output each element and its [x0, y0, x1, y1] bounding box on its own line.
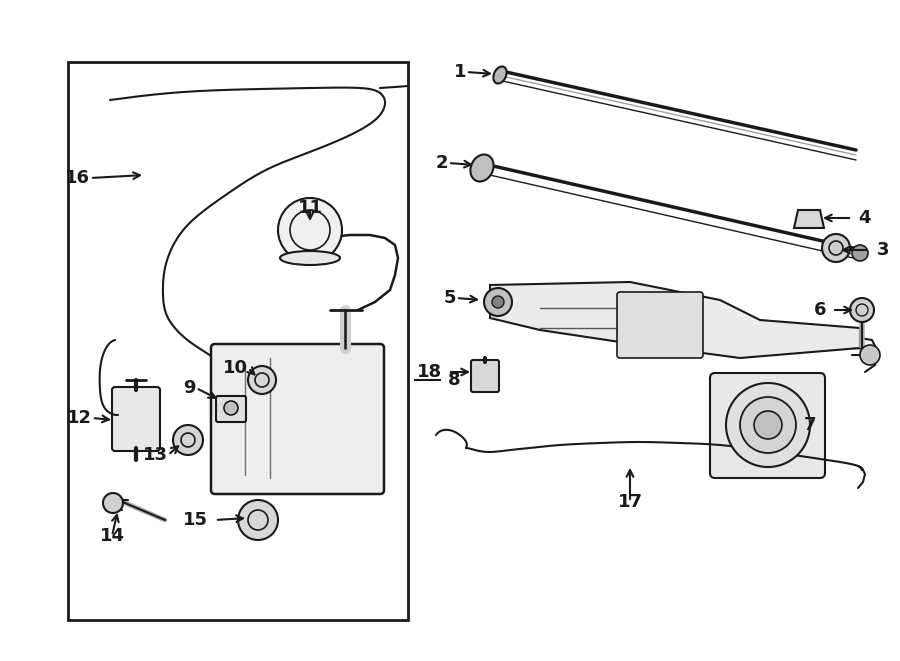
Circle shape	[224, 401, 238, 415]
Circle shape	[754, 411, 782, 439]
FancyBboxPatch shape	[471, 360, 499, 392]
Text: 10: 10	[223, 359, 248, 377]
FancyBboxPatch shape	[112, 387, 160, 451]
FancyBboxPatch shape	[211, 344, 384, 494]
Ellipse shape	[471, 155, 493, 182]
Text: 17: 17	[617, 493, 643, 511]
Text: 4: 4	[858, 209, 870, 227]
Circle shape	[822, 234, 850, 262]
Text: 7: 7	[804, 416, 816, 434]
Text: 9: 9	[184, 379, 196, 397]
FancyBboxPatch shape	[216, 396, 246, 422]
FancyBboxPatch shape	[710, 373, 825, 478]
Text: 6: 6	[814, 301, 826, 319]
Circle shape	[278, 198, 342, 262]
FancyBboxPatch shape	[617, 292, 703, 358]
Bar	[68, 62, 408, 620]
Circle shape	[173, 425, 203, 455]
Text: 18: 18	[417, 363, 442, 381]
Text: 1: 1	[454, 63, 466, 81]
Text: 16: 16	[65, 169, 90, 187]
Text: 8: 8	[448, 371, 461, 389]
Polygon shape	[490, 282, 860, 358]
Circle shape	[238, 500, 278, 540]
Circle shape	[852, 245, 868, 261]
Polygon shape	[794, 210, 824, 228]
Text: 14: 14	[100, 527, 124, 545]
Text: 15: 15	[183, 511, 208, 529]
Text: 3: 3	[877, 241, 889, 259]
Text: 12: 12	[67, 409, 92, 427]
Text: 11: 11	[298, 199, 322, 217]
Circle shape	[103, 493, 123, 513]
Circle shape	[740, 397, 796, 453]
Circle shape	[492, 296, 504, 308]
Circle shape	[726, 383, 810, 467]
Circle shape	[850, 298, 874, 322]
Ellipse shape	[493, 67, 507, 83]
Circle shape	[248, 366, 276, 394]
Text: 5: 5	[444, 289, 456, 307]
Circle shape	[860, 345, 880, 365]
Ellipse shape	[280, 251, 340, 265]
Text: 2: 2	[436, 154, 448, 172]
Text: 13: 13	[143, 446, 168, 464]
Circle shape	[484, 288, 512, 316]
